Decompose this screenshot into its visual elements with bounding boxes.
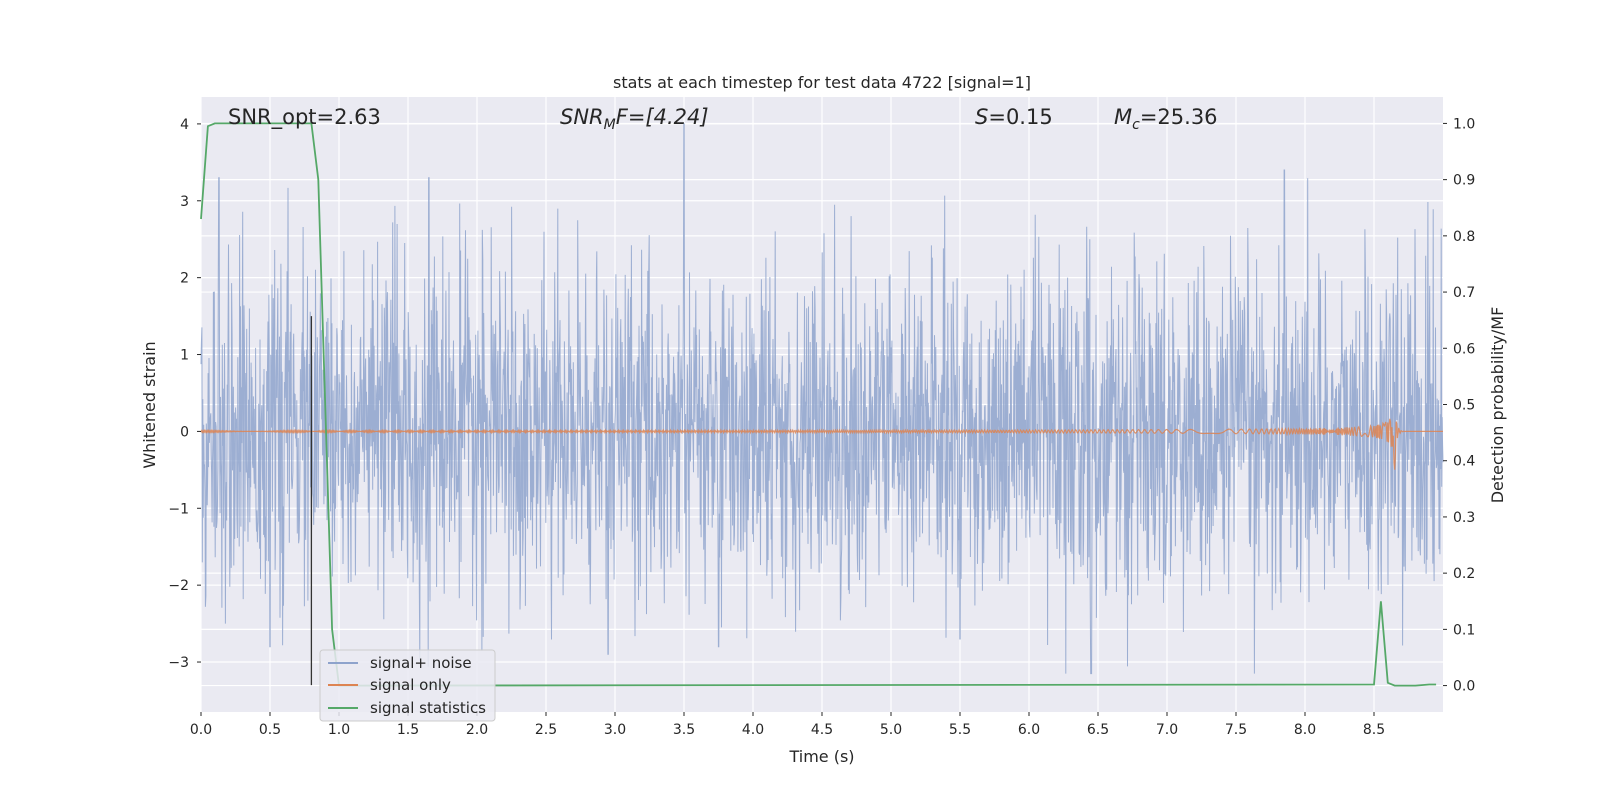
legend: signal+ noise signal only signal statist… (319, 649, 496, 722)
x-tick-label: 6.5 (1087, 722, 1109, 738)
y-right-tick-label: 0.3 (1453, 510, 1475, 526)
y-right-tick-label: 1.0 (1453, 116, 1475, 132)
x-tick-label: 3.5 (673, 722, 695, 738)
x-axis-label: Time (s) (788, 747, 854, 766)
x-tick-label: 5.5 (949, 722, 971, 738)
x-tick-label: 8.5 (1363, 722, 1385, 738)
series-signal-noise (200, 123, 1444, 675)
y-tick-label: 2 (180, 271, 189, 287)
y-right-tick-label: 0.1 (1453, 622, 1475, 638)
legend-label-stats: signal statistics (370, 699, 486, 717)
signal-noise-line (200, 123, 1444, 675)
x-tick-label: 1.0 (328, 722, 350, 738)
x-tick-label: 2.0 (466, 722, 488, 738)
legend-label-noise: signal+ noise (370, 654, 472, 672)
y-right-tick-label: 0.0 (1453, 679, 1475, 695)
x-tick-label: 3.0 (604, 722, 626, 738)
legend-label-signal: signal only (370, 676, 451, 694)
y-right-tick-label: 0.9 (1453, 173, 1475, 189)
annotation-s: S=0.15 (975, 105, 1053, 129)
y-tick-label: 1 (180, 348, 189, 364)
x-tick-label: 4.5 (811, 722, 833, 738)
y-right-tick-label: 0.2 (1453, 566, 1475, 582)
y-right-tick-labels: 1.0 0.9 0.8 0.7 0.6 0.5 0.4 0.3 0.2 0.1 0.0 (1443, 116, 1475, 695)
chart-title: stats at each timestep for test data 472… (613, 73, 1031, 92)
y-tick-label: −3 (168, 655, 189, 671)
x-tick-label: 0.5 (259, 722, 281, 738)
x-tick-label: 8.0 (1294, 722, 1316, 738)
y-right-tick-label: 0.7 (1453, 285, 1475, 301)
x-tick-label: 1.5 (397, 722, 419, 738)
annotation-mc: Mc=25.36 (1114, 105, 1218, 133)
y-tick-label: −1 (168, 501, 189, 517)
annotation-snr-opt: SNR_opt=2.63 (228, 105, 381, 130)
x-tick-labels: 0.0 0.5 1.0 1.5 2.0 2.5 3.0 3.5 4.0 4.5 5.0 5.5 6.0 6… (190, 712, 1385, 738)
y-right-tick-label: 0.6 (1453, 341, 1475, 357)
x-tick-label: 2.5 (535, 722, 557, 738)
y-tick-label: −2 (168, 578, 189, 594)
y-tick-label: 0 (180, 424, 189, 440)
y-tick-labels: 4 3 2 1 0 −1 −2 −3 (168, 117, 201, 671)
series-signal-only (200, 418, 1443, 470)
y-tick-label: 4 (180, 117, 189, 133)
y-right-tick-label: 0.5 (1453, 398, 1475, 414)
y-right-tick-label: 0.4 (1453, 454, 1475, 470)
y-right-axis-label: Detection probability/MF (1488, 307, 1507, 504)
series-signal-statistics (200, 122, 1437, 687)
signal-only-line (200, 418, 1443, 470)
legend-box (319, 649, 496, 722)
x-tick-label: 7.5 (1225, 722, 1247, 738)
y-tick-label: 3 (180, 194, 189, 210)
annotation-snr-mf: SNRMF=[4.24] (560, 105, 709, 133)
signal-statistics-line (200, 122, 1437, 687)
x-tick-label: 4.0 (742, 722, 764, 738)
x-tick-label: 5.0 (880, 722, 902, 738)
x-tick-label: 7.0 (1156, 722, 1178, 738)
y-axis-label: Whitened strain (140, 341, 159, 468)
x-tick-label: 0.0 (190, 722, 212, 738)
x-tick-label: 6.0 (1018, 722, 1040, 738)
y-right-tick-label: 0.8 (1453, 229, 1475, 245)
